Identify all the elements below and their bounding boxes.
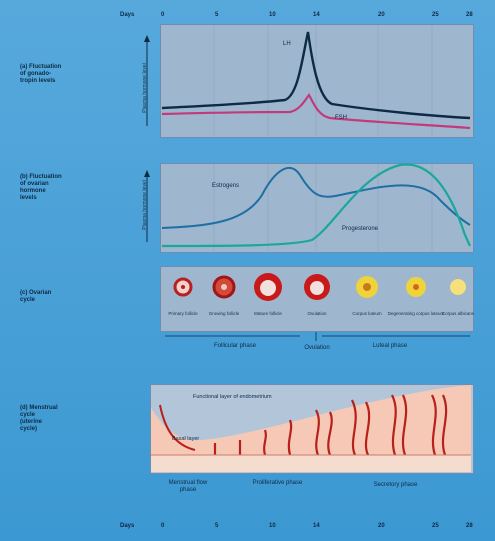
ovulation-label: Ovulation [304, 345, 330, 351]
panel-d-label: (d) Menstrual cycle (uterine cycle) [20, 405, 58, 432]
day-tick-top-14: 14 [313, 12, 320, 18]
day-tick-bottom-28: 28 [466, 523, 473, 529]
endometrium-graphic [151, 385, 471, 472]
secretory-phase-label: Secretory phase [373, 482, 418, 488]
progesterone-curve [161, 163, 472, 248]
panel-a-arrow-head [144, 35, 150, 42]
days-label-top: Days [120, 12, 135, 18]
stage-label-5: Corpus luteum [352, 311, 382, 316]
lh-label: LH [283, 41, 291, 47]
follicular-phase-label: Follicular phase [213, 343, 257, 349]
progesterone-label: Progesterone [342, 226, 379, 232]
fsh-label: FSH [335, 115, 347, 121]
grid-lines [213, 25, 433, 251]
ovarian-stages [173, 273, 466, 301]
day-tick-bottom-0: 0 [161, 523, 165, 529]
functional-layer-label: Functional layer of endometrium [193, 394, 272, 400]
menstrual-phase-label: Menstrual flow phase [168, 480, 208, 493]
day-tick-top-10: 10 [269, 12, 276, 18]
day-tick-top-5: 5 [215, 12, 219, 18]
stage-label-7: Corpus albicans [442, 311, 475, 316]
panel-a-label: (a) Fluctuation of gonado- tropin levels [20, 64, 62, 84]
basal-layer-label: Basal layer [172, 436, 199, 442]
day-tick-top-28: 28 [466, 12, 473, 18]
day-tick-top-20: 20 [378, 12, 385, 18]
proliferative-phase-label: Proliferative phase [252, 480, 303, 486]
day-tick-bottom-10: 10 [269, 523, 276, 529]
day-tick-top-25: 25 [432, 12, 439, 18]
stage-label-4: Ovulation [307, 311, 327, 316]
days-label-bottom: Days [120, 523, 135, 529]
fsh-curve [161, 93, 471, 130]
day-tick-bottom-14: 14 [313, 523, 320, 529]
estrogen-label: Estrogens [212, 183, 239, 189]
lh-curve [161, 31, 471, 120]
luteal-phase-label: Luteal phase [372, 343, 408, 349]
estrogen-curve [161, 166, 471, 229]
day-tick-bottom-20: 20 [378, 523, 385, 529]
panel-b-arrow-head [144, 170, 150, 177]
day-tick-top-0: 0 [161, 12, 165, 18]
panel-c-label: (c) Ovarian cycle [20, 290, 52, 303]
day-tick-bottom-5: 5 [215, 523, 219, 529]
stage-label-1: Primary follicle [168, 311, 198, 316]
panel-b-label: (b) Fluctuation of ovarian hormone level… [20, 174, 62, 201]
stage-label-6: Degenerating corpus luteum [388, 311, 445, 316]
stage-label-2: Growing follicle [209, 311, 240, 316]
stage-label-3: Mature follicle [254, 311, 282, 316]
ovarian-hormone-panel [160, 163, 474, 253]
day-tick-bottom-25: 25 [432, 523, 439, 529]
